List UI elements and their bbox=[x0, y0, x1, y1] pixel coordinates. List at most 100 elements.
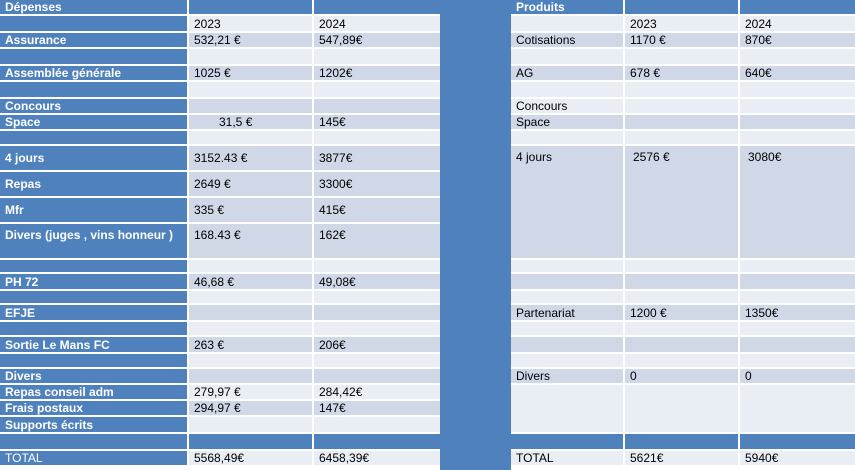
row-label: Sortie Le Mans FC bbox=[0, 337, 189, 354]
cell-2024: 0 bbox=[740, 369, 855, 385]
cell-2023: 263 € bbox=[189, 337, 314, 354]
cell-2024 bbox=[314, 369, 440, 385]
spacer-row bbox=[0, 322, 440, 337]
row-label: AG bbox=[511, 66, 625, 82]
spacer-row bbox=[0, 291, 440, 305]
spacer-row bbox=[511, 49, 855, 66]
cell-2024: 206€ bbox=[314, 337, 440, 354]
table-row: EFJE bbox=[0, 305, 440, 322]
cell-2023: 46,68 € bbox=[189, 274, 314, 291]
spacer-row bbox=[511, 131, 855, 146]
table-row: Concours bbox=[0, 99, 440, 115]
cell-2023: 2576 € bbox=[625, 146, 740, 260]
table-row: Space bbox=[511, 115, 855, 131]
cell-2023 bbox=[189, 369, 314, 385]
row-label: Mfr bbox=[0, 198, 189, 224]
cell-2024 bbox=[314, 417, 440, 434]
cell-2024: 162€ bbox=[314, 224, 440, 260]
total-label: TOTAL bbox=[0, 451, 189, 467]
row-label: PH 72 bbox=[0, 274, 189, 291]
spacer-row bbox=[511, 260, 855, 274]
row-label: Divers bbox=[0, 369, 189, 385]
table-row: AG 678 € 640€ bbox=[511, 66, 855, 82]
table-row: Assemblée générale 1025 € 1202€ bbox=[0, 66, 440, 82]
table-row: Divers bbox=[0, 369, 440, 385]
cell-2024: 1350€ bbox=[740, 305, 855, 322]
produits-title: Produits bbox=[511, 0, 625, 16]
row-label: Cotisations bbox=[511, 33, 625, 49]
spacer-row bbox=[511, 337, 855, 354]
table-row: Assurance 532,21 € 547,89€ bbox=[0, 33, 440, 49]
cell-2024: 870€ bbox=[740, 33, 855, 49]
cell-2024: 415€ bbox=[314, 198, 440, 224]
produits-total-row: TOTAL 5621€ 5940€ bbox=[511, 451, 855, 467]
produits-year-row: 2023 2024 bbox=[511, 16, 855, 33]
table-row: Divers 0 0 bbox=[511, 369, 855, 385]
row-label: Repas conseil adm bbox=[0, 385, 189, 401]
cell-2023: 1200 € bbox=[625, 305, 740, 322]
cell-2024: 640€ bbox=[740, 66, 855, 82]
total-2024: 6458,39€ bbox=[314, 451, 440, 467]
row-label: Supports écrits bbox=[0, 417, 189, 434]
table-row: Divers (juges , vins honneur ) 168.43 € … bbox=[0, 224, 440, 260]
spacer-row bbox=[511, 274, 855, 291]
cell-2023: 1025 € bbox=[189, 66, 314, 82]
cell-2024: 145€ bbox=[314, 115, 440, 131]
table-row: Repas conseil adm 279,97 € 284,42€ bbox=[0, 385, 440, 401]
row-label: Frais postaux bbox=[0, 401, 189, 417]
row-label: Repas bbox=[0, 172, 189, 198]
cell-2024: 147€ bbox=[314, 401, 440, 417]
cell-2024: 1202€ bbox=[314, 66, 440, 82]
band-row bbox=[0, 434, 440, 451]
spacer-row bbox=[511, 322, 855, 337]
produits-title-row: Produits bbox=[511, 0, 855, 16]
table-row: Sortie Le Mans FC 263 € 206€ bbox=[0, 337, 440, 354]
depenses-year-2023: 2023 bbox=[189, 16, 314, 33]
cell-2023: 532,21 € bbox=[189, 33, 314, 49]
spacer-row bbox=[0, 49, 440, 66]
table-row: 4 jours 2576 € 3080€ bbox=[511, 146, 855, 260]
row-label: Concours bbox=[511, 99, 625, 115]
cell-2023: 294,97 € bbox=[189, 401, 314, 417]
cell-2023: 2649 € bbox=[189, 172, 314, 198]
total-label: TOTAL bbox=[511, 451, 625, 467]
spacer-row bbox=[511, 291, 855, 305]
row-label: Assurance bbox=[0, 33, 189, 49]
cell-2024 bbox=[740, 99, 855, 115]
cell-2023: 0 bbox=[625, 369, 740, 385]
table-row: 4 jours 3152.43 € 3877€ bbox=[0, 146, 440, 172]
total-2023: 5568,49€ bbox=[189, 451, 314, 467]
depenses-title-row: Dépenses bbox=[0, 0, 440, 16]
table-row: PH 72 46,68 € 49,08€ bbox=[0, 274, 440, 291]
row-label: Assemblée générale bbox=[0, 66, 189, 82]
row-label: Concours bbox=[0, 99, 189, 115]
spacer-row bbox=[0, 131, 440, 146]
cell-2023 bbox=[189, 417, 314, 434]
depenses-total-row: TOTAL 5568,49€ 6458,39€ bbox=[0, 451, 440, 467]
cell-2024 bbox=[740, 115, 855, 131]
table-row: Partenariat 1200 € 1350€ bbox=[511, 305, 855, 322]
cell-2024: 3877€ bbox=[314, 146, 440, 172]
depenses-title: Dépenses bbox=[0, 0, 189, 16]
band-row bbox=[511, 434, 855, 451]
produits-table: Produits 2023 2024 Cotisations 1170 € 87… bbox=[511, 0, 855, 467]
cell-2023: 1170 € bbox=[625, 33, 740, 49]
cell-2024 bbox=[314, 305, 440, 322]
cell-2024: 3080€ bbox=[740, 146, 855, 260]
table-row: Mfr 335 € 415€ bbox=[0, 198, 440, 224]
depenses-year-2024: 2024 bbox=[314, 16, 440, 33]
cell-2024: 3300€ bbox=[314, 172, 440, 198]
cell-2023: 168.43 € bbox=[189, 224, 314, 260]
produits-year-2024: 2024 bbox=[740, 16, 855, 33]
row-label: Divers (juges , vins honneur ) bbox=[0, 224, 189, 260]
table-row: Supports écrits bbox=[0, 417, 440, 434]
spacer-row bbox=[511, 385, 855, 434]
table-row: Space 31,5 € 145€ bbox=[0, 115, 440, 131]
spacer-row bbox=[511, 82, 855, 99]
depenses-table: Dépenses 2023 2024 Assurance 532,21 € 54… bbox=[0, 0, 440, 467]
cell-2024 bbox=[314, 99, 440, 115]
spacer-row bbox=[0, 260, 440, 274]
produits-year-2023: 2023 bbox=[625, 16, 740, 33]
total-2023: 5621€ bbox=[625, 451, 740, 467]
row-label: Divers bbox=[511, 369, 625, 385]
